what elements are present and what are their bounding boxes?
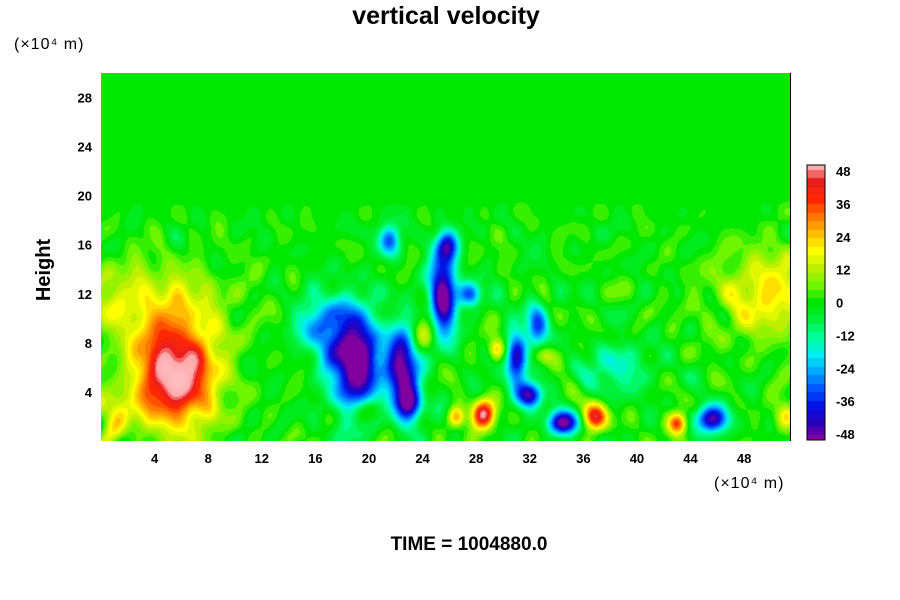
colorbar-tick-label: -36 [836,394,855,409]
time-label: TIME = 1004880.0 [391,534,548,555]
y-tick-label: 28 [78,91,92,106]
colorbar-border [806,164,826,441]
contour-field [101,73,791,441]
colorbar-tick-label: 36 [836,197,850,212]
y-tick-label: 16 [78,238,92,253]
x-unit-label: (×10⁴ m) [714,475,784,492]
y-tick-label: 24 [78,140,93,155]
y-unit-label: (×10⁴ m) [14,36,84,53]
x-tick-label: 4 [151,451,159,466]
colorbar-tick-label: -48 [836,427,855,442]
x-tick-label: 24 [415,451,430,466]
x-tick-label: 36 [576,451,590,466]
colorbar-tick-label: 0 [836,296,843,311]
colorbar-gradient [807,165,825,440]
y-tick-label: 8 [85,336,92,351]
x-tick-label: 40 [630,451,644,466]
plot-area [101,73,791,441]
colorbar-tick-label: 24 [836,230,851,245]
chart-title: vertical velocity [352,2,540,30]
colorbar-tick-label: 12 [836,263,850,278]
y-tick-label: 4 [85,385,93,400]
y-axis-label: Height [33,239,55,302]
x-tick-label: 16 [308,451,322,466]
y-tick-labels: 4 8 12 16 20 24 28 [78,91,93,400]
x-tick-label: 44 [683,451,698,466]
colorbar-tick-label: 48 [836,164,850,179]
colorbar-tick-labels: 48 36 24 12 0 -12 -24 -36 -48 [836,164,856,442]
x-tick-label: 8 [205,451,212,466]
y-tick-label: 12 [78,287,92,302]
x-tick-label: 48 [737,451,751,466]
x-tick-labels: 4 8 12 16 20 24 28 32 36 40 44 48 [151,451,751,466]
colorbar-tick-label: -12 [836,328,855,343]
x-tick-label: 20 [362,451,376,466]
colorbar-tick-label: -24 [836,361,856,376]
x-tick-label: 32 [523,451,537,466]
x-tick-label: 28 [469,451,483,466]
x-tick-label: 12 [255,451,269,466]
y-tick-label: 20 [78,189,92,204]
colorbar: 48 36 24 12 0 -12 -24 -36 -48 [806,164,856,442]
